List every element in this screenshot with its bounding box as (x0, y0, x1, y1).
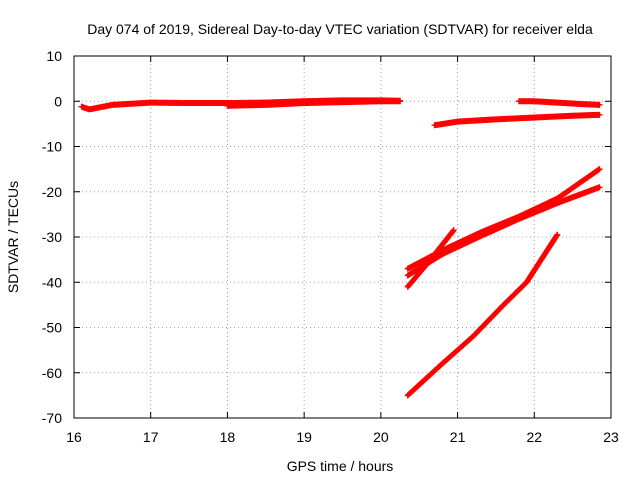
x-tick-label: 22 (526, 429, 542, 445)
x-tick-label: 19 (296, 429, 312, 445)
y-tick-label: -40 (42, 274, 62, 290)
chart-title: Day 074 of 2019, Sidereal Day-to-day VTE… (87, 21, 593, 37)
data-point (554, 231, 561, 238)
y-tick-label: 10 (46, 48, 62, 64)
y-tick-label: -30 (42, 229, 62, 245)
data-point (397, 98, 404, 105)
x-tick-label: 20 (373, 429, 389, 445)
data-point (596, 101, 603, 108)
y-tick-label: -70 (42, 410, 62, 426)
series-arc-4 (515, 98, 603, 108)
x-tick-label: 17 (143, 429, 159, 445)
series-arc-3 (431, 111, 603, 129)
y-tick-label: -60 (42, 365, 62, 381)
x-tick-label: 18 (220, 429, 236, 445)
axis-ticks: 16 17 18 19 20 21 22 23 10 0 -10 -20 -30 -40 -50 -60 -70 (42, 48, 619, 445)
y-tick-label: -20 (42, 184, 62, 200)
x-axis-label: GPS time / hours (287, 458, 394, 474)
y-tick-label: -50 (42, 320, 62, 336)
x-tick-label: 16 (66, 429, 82, 445)
data-point (450, 228, 457, 235)
data-point (450, 227, 457, 234)
data-series (78, 97, 603, 399)
series-arc-8 (404, 231, 561, 399)
y-axis-label: SDTVAR / TECUs (5, 181, 21, 293)
data-point (596, 184, 603, 191)
y-tick-label: -10 (42, 139, 62, 155)
x-tick-label: 21 (450, 429, 466, 445)
x-tick-label: 23 (603, 429, 619, 445)
data-point (596, 111, 603, 118)
y-tick-label: 0 (54, 93, 62, 109)
series-arc-2 (224, 98, 404, 109)
series-arc-7 (404, 227, 457, 290)
data-point (596, 166, 603, 173)
